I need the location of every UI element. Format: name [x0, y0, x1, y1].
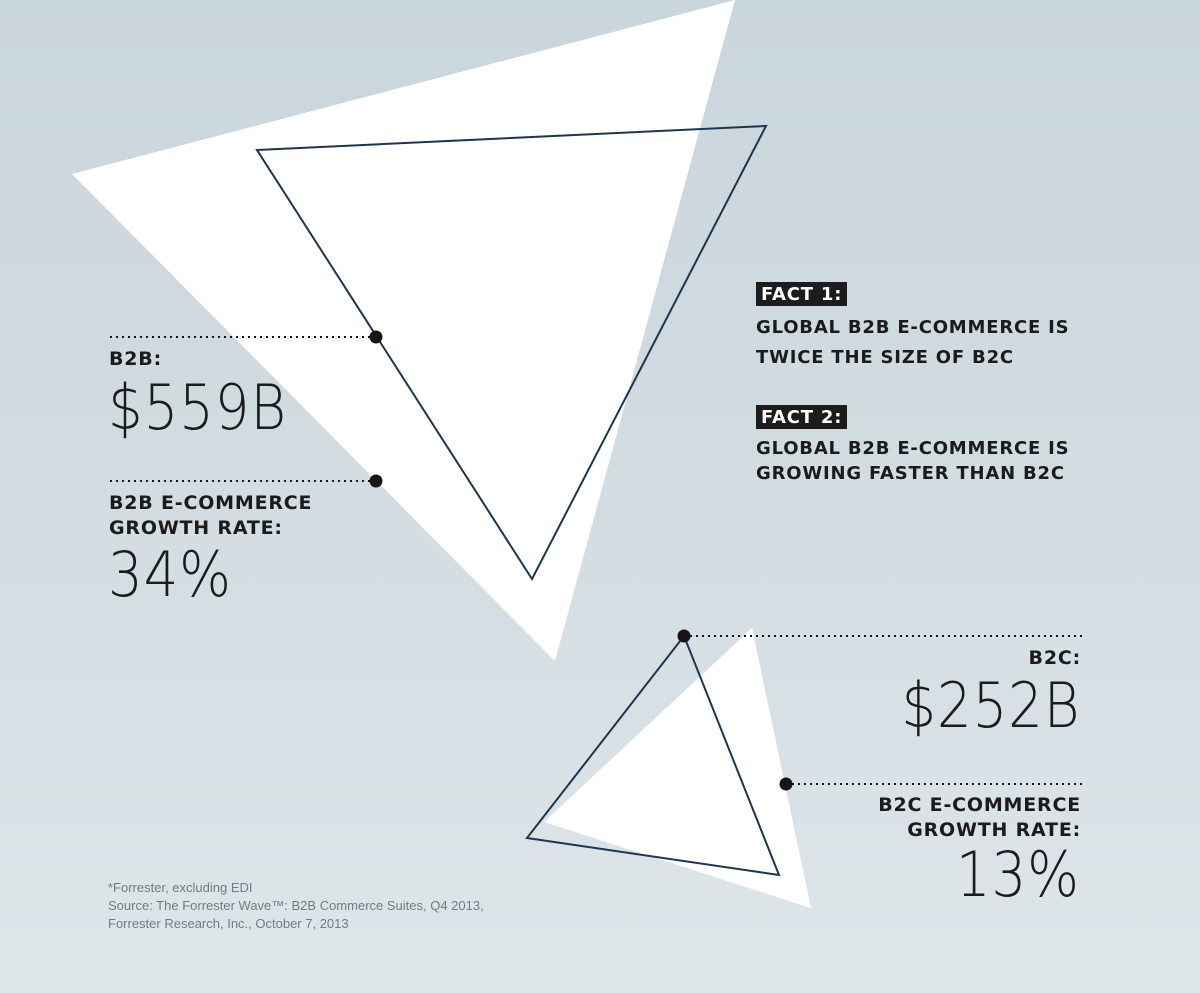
- fact-2-line2: GROWING FASTER THAN B2C: [756, 463, 1065, 484]
- source-note: *Forrester, excluding EDI Source: The Fo…: [108, 879, 484, 933]
- b2b-value-dot: [369, 330, 383, 344]
- source-line2: Forrester Research, Inc., October 7, 201…: [108, 916, 349, 931]
- b2c-filled-triangle: [544, 628, 811, 908]
- b2b-filled-triangle: [72, 0, 735, 661]
- fact-1: FACT 1: GLOBAL B2B E-COMMERCE IS TWICE T…: [756, 282, 1069, 373]
- source-footnote: *Forrester, excluding EDI: [108, 880, 253, 895]
- b2b-value: $559B: [108, 371, 287, 444]
- b2b-outline-triangle: [255, 124, 768, 581]
- b2b-growth-dot: [369, 474, 383, 488]
- fact-2-tag: FACT 2:: [756, 405, 848, 429]
- fact-1-tag: FACT 1:: [756, 282, 848, 306]
- b2c-growth-label-line2: GROWTH RATE:: [907, 819, 1081, 841]
- b2c-label: B2C:: [1028, 647, 1081, 669]
- b2b-growth-label-line1: B2B E-COMMERCE: [109, 492, 313, 514]
- fact-1-line2: TWICE THE SIZE OF B2C: [756, 347, 1014, 368]
- b2c-value-dot: [677, 629, 691, 643]
- b2b-label: B2B:: [109, 348, 162, 370]
- b2b-growth-value: 34%: [108, 538, 232, 611]
- fact-2-line1: GLOBAL B2B E-COMMERCE IS: [756, 438, 1070, 459]
- b2b-growth-label-line2: GROWTH RATE:: [109, 517, 283, 539]
- b2c-growth-value: 13%: [956, 838, 1080, 911]
- fact-2: FACT 2: GLOBAL B2B E-COMMERCE IS GROWING…: [756, 405, 1069, 486]
- b2c-outline-triangle: [525, 634, 781, 877]
- source-line1: Source: The Forrester Wave™: B2B Commerc…: [108, 898, 484, 913]
- fact-1-line1: GLOBAL B2B E-COMMERCE IS: [756, 317, 1070, 338]
- b2c-growth-dot: [779, 777, 793, 791]
- b2c-growth-label-line1: B2C E-COMMERCE: [878, 794, 1081, 816]
- b2b-growth-label: B2B E-COMMERCE GROWTH RATE:: [109, 491, 312, 541]
- b2c-value: $252B: [901, 669, 1080, 742]
- b2c-growth-label: B2C E-COMMERCE GROWTH RATE:: [878, 793, 1081, 843]
